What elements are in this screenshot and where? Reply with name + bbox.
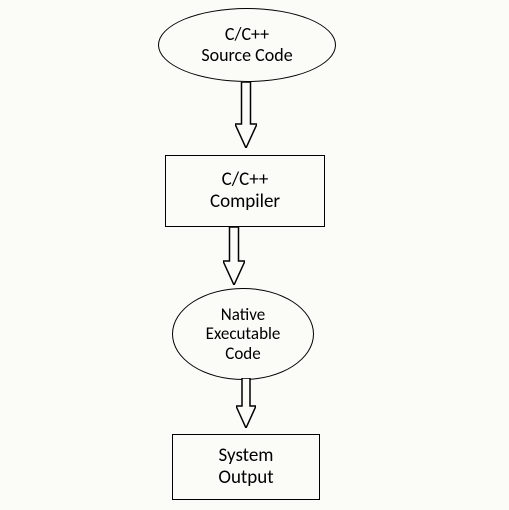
- node-native: NativeExecutableCode: [172, 288, 314, 380]
- arrow-0: [235, 82, 257, 148]
- node-output-label: SystemOutput: [218, 445, 273, 489]
- node-native-label: NativeExecutableCode: [206, 305, 281, 364]
- node-source: C/C++Source Code: [158, 8, 336, 82]
- node-compiler-label: C/C++Compiler: [210, 169, 280, 213]
- arrow-2: [236, 378, 256, 428]
- node-source-label: C/C++Source Code: [201, 24, 292, 65]
- arrow-1: [223, 227, 245, 285]
- node-output: SystemOutput: [172, 434, 320, 500]
- node-compiler: C/C++Compiler: [165, 155, 325, 227]
